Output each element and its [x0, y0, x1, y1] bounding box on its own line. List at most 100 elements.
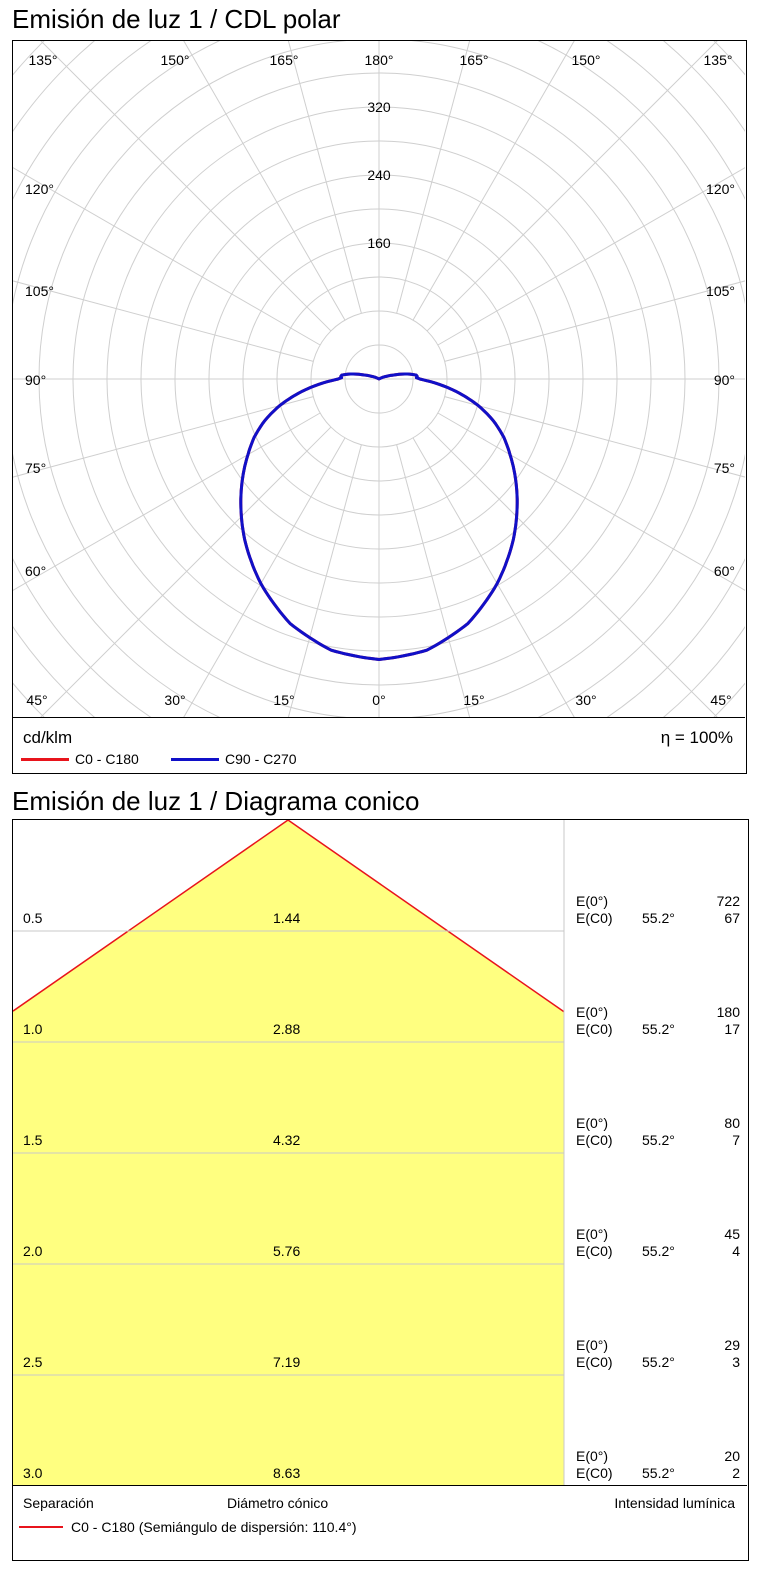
angle-label-bottom: 15°	[273, 692, 294, 708]
polar-grid	[13, 41, 745, 717]
angle-label-bottom: 45°	[26, 692, 47, 708]
ec0-label: E(C0)	[576, 1465, 613, 1481]
angle-label-left: 120°	[25, 181, 54, 197]
angle-label-top: 135°	[704, 52, 733, 68]
cone-legend: Separación Diámetro cónico Intensidad lu…	[13, 1485, 747, 1560]
angle-label-top: 135°	[29, 52, 58, 68]
polar-chart: 160 240 320 135° 150° 165° 180° 165° 150° 135° 45°…	[13, 41, 745, 717]
e0-value: 20	[724, 1448, 740, 1464]
e0-value: 722	[717, 893, 741, 909]
ec0-label: E(C0)	[576, 1354, 613, 1370]
cone-chart-frame: 0.5 1.44 E(0°) E(C0) 55.2° 722 67 1.0 2.88 E(0°) E…	[12, 819, 749, 1561]
polar-chart-title: Emisión de luz 1 / CDL polar	[12, 4, 341, 34]
angle-label-right: 75°	[714, 460, 735, 476]
legend-swatch-c0-c180	[21, 757, 69, 761]
cone-chart-title: Emisión de luz 1 / Diagrama conico	[12, 786, 420, 816]
grid-radial-line	[396, 444, 471, 717]
angle-label-right: 90°	[714, 372, 735, 388]
ec0-label: E(C0)	[576, 1021, 613, 1037]
polar-unit-label: cd/klm	[23, 728, 73, 747]
diameter-label: Diámetro cónico	[227, 1495, 329, 1511]
grid-radial-line	[412, 437, 575, 717]
angle-label-bottom: 0°	[372, 692, 385, 708]
cone-edge-c0-c180	[13, 820, 565, 1013]
diameter-value: 7.19	[273, 1354, 300, 1370]
angle-value: 55.2°	[642, 1354, 675, 1370]
angle-label-left: 90°	[25, 372, 46, 388]
separation-value: 2.0	[23, 1243, 43, 1259]
legend-label-cone-curve: C0 - C180 (Semiángulo de dispersión: 110…	[71, 1519, 357, 1535]
separation-value: 1.5	[23, 1132, 43, 1148]
grid-radial-line	[426, 426, 718, 717]
efficiency-label: η = 100%	[660, 728, 733, 747]
angle-label-top: 165°	[270, 52, 299, 68]
separation-value: 0.5	[23, 910, 43, 926]
ec0-value: 3	[732, 1354, 740, 1370]
grid-radial-line	[40, 426, 332, 717]
grid-radial-line	[426, 41, 718, 332]
e0-label: E(0°)	[576, 1226, 608, 1242]
ec0-label: E(C0)	[576, 1132, 613, 1148]
polar-legend: cd/klm η = 100% C0 - C180 C90 - C270	[13, 717, 745, 773]
diameter-value: 4.32	[273, 1132, 300, 1148]
grid-radial-line	[13, 167, 321, 346]
ec0-label: E(C0)	[576, 910, 613, 926]
e0-value: 29	[724, 1337, 740, 1353]
diameter-value: 5.76	[273, 1243, 300, 1259]
grid-radial-line	[13, 280, 314, 362]
grid-radial-line	[444, 280, 745, 362]
separation-value: 2.5	[23, 1354, 43, 1370]
legend-swatch-cone-curve	[19, 1526, 63, 1528]
angle-label-top: 150°	[572, 52, 601, 68]
separation-value: 1.0	[23, 1021, 43, 1037]
legend-item-c90-c270: C90 - C270	[171, 751, 297, 767]
ec0-value: 67	[724, 910, 740, 926]
angle-label-top: 180°	[365, 52, 394, 68]
grid-radial-line	[396, 41, 471, 314]
e0-label: E(0°)	[576, 1448, 608, 1464]
ec0-value: 7	[732, 1132, 740, 1148]
grid-radial-line	[13, 412, 321, 591]
diameter-value: 2.88	[273, 1021, 300, 1037]
radial-tick-label: 320	[367, 99, 391, 115]
diameter-value: 8.63	[273, 1465, 300, 1481]
angle-label-left: 75°	[25, 460, 46, 476]
grid-radial-line	[287, 444, 362, 717]
grid-radial-line	[437, 412, 745, 591]
grid-radial-line	[183, 437, 346, 717]
e0-value: 45	[724, 1226, 740, 1242]
angle-value: 55.2°	[642, 910, 675, 926]
angle-value: 55.2°	[642, 1132, 675, 1148]
separation-label: Separación	[23, 1495, 94, 1511]
grid-radial-line	[40, 41, 332, 332]
polar-curve-c90-c270	[239, 372, 519, 661]
e0-label: E(0°)	[576, 1115, 608, 1131]
grid-radial-line	[444, 396, 745, 478]
angle-label-bottom: 30°	[164, 692, 185, 708]
ec0-label: E(C0)	[576, 1243, 613, 1259]
grid-radial-line	[183, 41, 346, 321]
legend-item-c0-c180: C0 - C180	[21, 751, 139, 767]
angle-label-right: 120°	[706, 181, 735, 197]
legend-label-c0-c180: C0 - C180	[75, 751, 139, 767]
separation-value: 3.0	[23, 1465, 43, 1481]
intensity-label: Intensidad lumínica	[614, 1495, 735, 1511]
angle-label-right: 60°	[714, 563, 735, 579]
ec0-value: 4	[732, 1243, 740, 1259]
radial-tick-label: 240	[367, 167, 391, 183]
angle-label-bottom: 30°	[575, 692, 596, 708]
grid-radial-line	[287, 41, 362, 314]
angle-label-right: 105°	[706, 283, 735, 299]
ec0-value: 17	[724, 1021, 740, 1037]
polar-chart-frame: 160 240 320 135° 150° 165° 180° 165° 150° 135° 45°…	[12, 40, 747, 774]
ec0-value: 2	[732, 1465, 740, 1481]
grid-radial-line	[412, 41, 575, 321]
angle-label-left: 105°	[25, 283, 54, 299]
angle-label-bottom: 45°	[710, 692, 731, 708]
diameter-value: 1.44	[273, 910, 300, 926]
angle-label-top: 150°	[161, 52, 190, 68]
angle-label-left: 60°	[25, 563, 46, 579]
angle-label-bottom: 15°	[463, 692, 484, 708]
angle-label-top: 165°	[460, 52, 489, 68]
